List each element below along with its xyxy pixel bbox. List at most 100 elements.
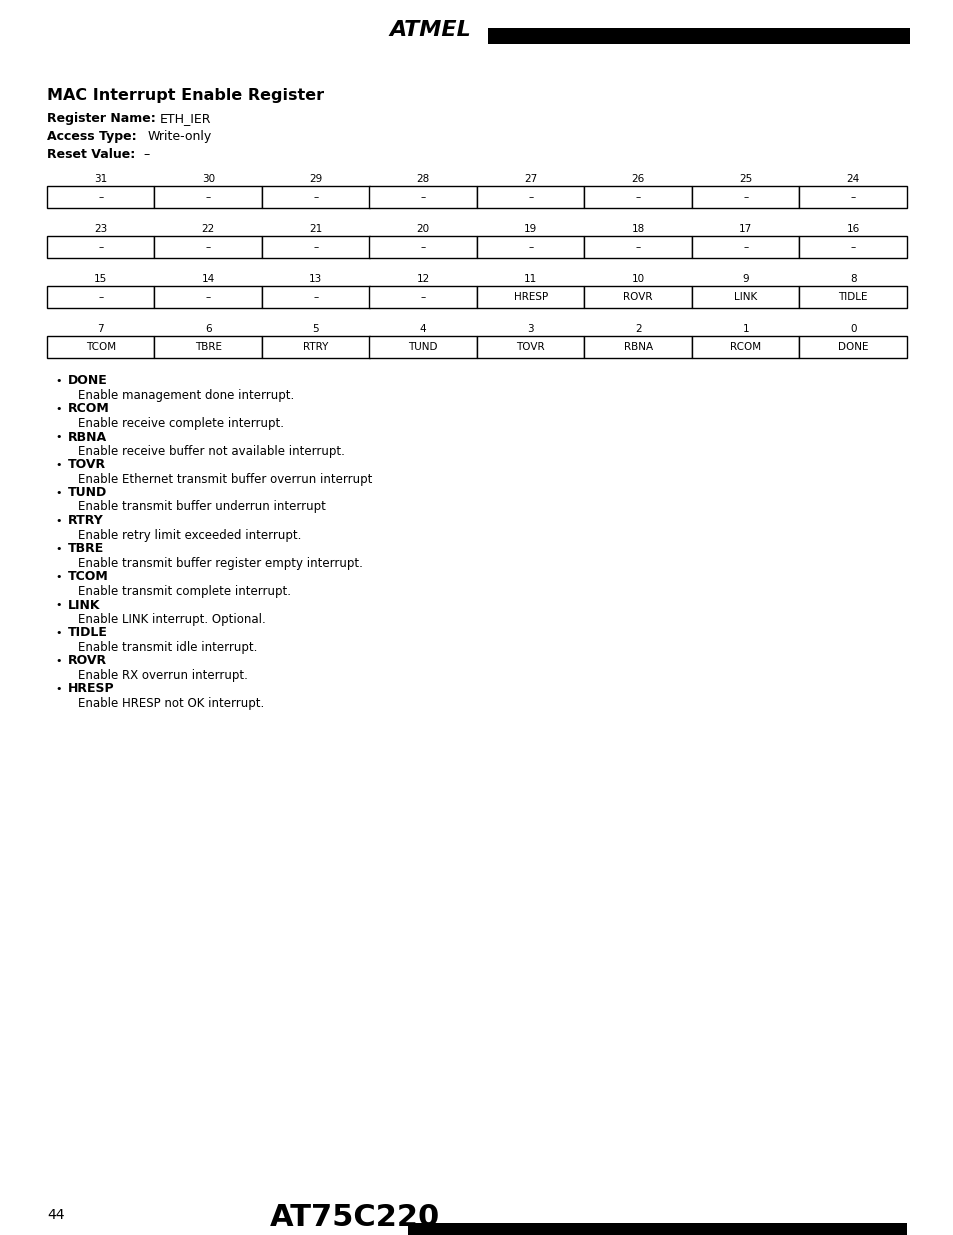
Text: MAC Interrupt Enable Register: MAC Interrupt Enable Register — [47, 88, 324, 103]
Text: 11: 11 — [523, 274, 537, 284]
Bar — [691, 287, 799, 308]
Text: –: – — [635, 242, 640, 252]
Text: TCOM: TCOM — [86, 342, 115, 352]
Text: RCOM: RCOM — [729, 342, 760, 352]
Text: –: – — [528, 191, 533, 203]
Text: –: – — [850, 191, 855, 203]
Text: TOVR: TOVR — [516, 342, 544, 352]
Text: ROVR: ROVR — [623, 291, 652, 303]
Bar — [47, 336, 154, 358]
Text: 27: 27 — [523, 174, 537, 184]
Bar — [154, 336, 262, 358]
Text: •: • — [55, 600, 61, 610]
Text: 12: 12 — [416, 274, 430, 284]
Text: TIDLE: TIDLE — [68, 626, 108, 640]
Text: 23: 23 — [94, 224, 108, 233]
Text: HRESP: HRESP — [68, 683, 114, 695]
Text: 2: 2 — [635, 324, 640, 333]
Bar — [154, 287, 262, 308]
Bar — [488, 28, 909, 44]
Text: DONE: DONE — [837, 342, 867, 352]
Text: Access Type:: Access Type: — [47, 130, 136, 143]
Text: –: – — [742, 242, 747, 252]
Text: •: • — [55, 432, 61, 442]
Text: RTRY: RTRY — [68, 515, 104, 527]
Text: Register Name:: Register Name: — [47, 112, 155, 125]
Bar — [154, 236, 262, 258]
Text: Reset Value:: Reset Value: — [47, 148, 135, 161]
Text: Enable Ethernet transmit buffer overrun interrupt: Enable Ethernet transmit buffer overrun … — [78, 473, 372, 485]
Bar — [47, 287, 154, 308]
Bar — [262, 236, 369, 258]
Bar — [799, 336, 906, 358]
Text: 1: 1 — [741, 324, 748, 333]
Text: 3: 3 — [527, 324, 534, 333]
Text: TCOM: TCOM — [68, 571, 109, 583]
Text: 21: 21 — [309, 224, 322, 233]
Text: TUND: TUND — [68, 487, 107, 499]
Bar — [154, 186, 262, 207]
Text: –: – — [420, 291, 425, 303]
Text: LINK: LINK — [68, 599, 100, 611]
Text: 31: 31 — [94, 174, 108, 184]
Text: •: • — [55, 543, 61, 555]
Text: •: • — [55, 684, 61, 694]
Bar — [47, 236, 154, 258]
Text: 29: 29 — [309, 174, 322, 184]
Bar — [47, 186, 154, 207]
Text: HRESP: HRESP — [513, 291, 547, 303]
Text: Enable transmit buffer underrun interrupt: Enable transmit buffer underrun interrup… — [78, 500, 326, 514]
Text: TIDLE: TIDLE — [838, 291, 867, 303]
Bar — [691, 336, 799, 358]
Text: •: • — [55, 375, 61, 387]
Text: –: – — [143, 148, 149, 161]
Text: RBNA: RBNA — [68, 431, 107, 443]
Text: 18: 18 — [631, 224, 644, 233]
Text: 0: 0 — [849, 324, 856, 333]
Bar — [799, 236, 906, 258]
Text: Write-only: Write-only — [148, 130, 212, 143]
Text: –: – — [98, 191, 103, 203]
Text: 15: 15 — [94, 274, 108, 284]
Bar — [476, 287, 584, 308]
Text: RCOM: RCOM — [68, 403, 110, 415]
Text: –: – — [850, 242, 855, 252]
Text: Enable LINK interrupt. Optional.: Enable LINK interrupt. Optional. — [78, 613, 266, 625]
Text: –: – — [420, 242, 425, 252]
Bar — [369, 287, 476, 308]
Text: Enable receive buffer not available interrupt.: Enable receive buffer not available inte… — [78, 445, 345, 457]
Text: 13: 13 — [309, 274, 322, 284]
Text: ATMEL: ATMEL — [389, 20, 471, 40]
Bar — [584, 287, 691, 308]
Text: –: – — [206, 191, 211, 203]
Text: –: – — [313, 291, 318, 303]
Text: DONE: DONE — [68, 374, 108, 388]
Text: •: • — [55, 488, 61, 498]
Text: –: – — [635, 191, 640, 203]
Text: 14: 14 — [201, 274, 214, 284]
Bar — [369, 186, 476, 207]
Text: 16: 16 — [845, 224, 859, 233]
Text: –: – — [98, 242, 103, 252]
Text: ROVR: ROVR — [68, 655, 107, 667]
Text: Enable transmit buffer register empty interrupt.: Enable transmit buffer register empty in… — [78, 557, 362, 569]
Bar — [584, 336, 691, 358]
Bar — [262, 336, 369, 358]
Bar — [476, 186, 584, 207]
Text: 5: 5 — [313, 324, 318, 333]
Text: Enable HRESP not OK interrupt.: Enable HRESP not OK interrupt. — [78, 697, 264, 709]
Text: 22: 22 — [201, 224, 214, 233]
Bar — [369, 236, 476, 258]
Bar — [799, 186, 906, 207]
Bar — [584, 236, 691, 258]
Text: 20: 20 — [416, 224, 430, 233]
Text: 4: 4 — [419, 324, 426, 333]
Bar — [408, 1223, 906, 1235]
Text: Enable transmit idle interrupt.: Enable transmit idle interrupt. — [78, 641, 257, 653]
Text: •: • — [55, 516, 61, 526]
Text: –: – — [420, 191, 425, 203]
Bar — [799, 287, 906, 308]
Text: RTRY: RTRY — [303, 342, 328, 352]
Text: Enable transmit complete interrupt.: Enable transmit complete interrupt. — [78, 584, 291, 598]
Text: –: – — [313, 242, 318, 252]
